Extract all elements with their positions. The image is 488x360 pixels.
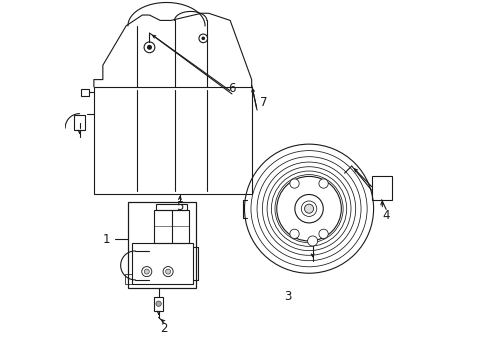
Circle shape	[307, 236, 317, 246]
Text: 7: 7	[260, 96, 267, 109]
Circle shape	[147, 45, 152, 50]
Bar	[371, 176, 391, 200]
Bar	[125, 274, 131, 284]
Text: 2: 2	[160, 322, 167, 335]
Bar	[128, 202, 196, 288]
Bar	[74, 116, 85, 130]
Bar	[154, 210, 189, 243]
Circle shape	[144, 269, 149, 274]
Circle shape	[304, 204, 313, 213]
Circle shape	[318, 179, 327, 188]
Circle shape	[318, 229, 327, 239]
Text: 3: 3	[283, 290, 291, 303]
Circle shape	[289, 229, 299, 239]
Circle shape	[165, 269, 170, 274]
Bar	[154, 297, 163, 311]
Text: 1: 1	[102, 233, 110, 246]
Bar	[155, 204, 187, 210]
Circle shape	[156, 301, 161, 306]
Text: 6: 6	[228, 82, 235, 95]
Circle shape	[289, 179, 299, 188]
Text: 5: 5	[176, 201, 183, 213]
Bar	[131, 243, 192, 284]
Bar	[94, 87, 251, 194]
Bar	[81, 89, 88, 96]
Text: 4: 4	[382, 210, 389, 222]
Circle shape	[201, 37, 204, 40]
